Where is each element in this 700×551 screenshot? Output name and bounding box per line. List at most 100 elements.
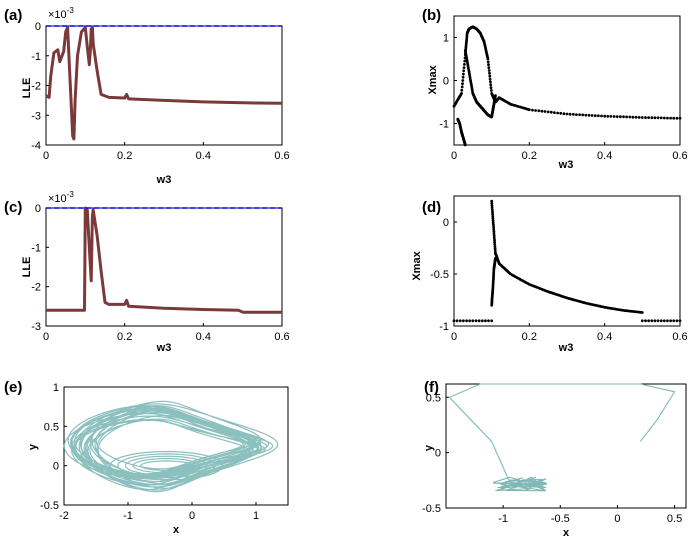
xlabel-c: w3 [156,342,172,354]
plot-area-b: 0 0.2 0.4 0.6 1 0 -1 [439,25,688,162]
xtick-label-a-1: 0.2 [117,150,132,162]
point-b [462,72,465,76]
point-d [659,319,663,323]
point-d [493,245,497,249]
ytick-label-a-2: -2 [31,81,41,93]
point-d [477,319,481,323]
ylabel-c: LLE [21,257,33,278]
point-d [491,221,495,225]
ytick-label-a-3: -3 [31,110,41,122]
ytick-label-c-0: 0 [35,203,41,215]
point-b [462,66,466,69]
ytick-label-b-2: -1 [439,119,449,131]
ytick-label-c-2: -2 [31,282,41,294]
xlabel-b: w3 [558,159,574,171]
point-b [486,60,490,64]
panel-label-b: (b) [422,7,441,24]
ytick-label-a-1: -1 [31,51,41,63]
point-b [672,116,676,120]
panel-d: (d) 0 0.2 0.4 0.6 0 -0.5 -1 w3 Xmax [411,195,688,354]
xtick-label-f-0: -1 [498,513,508,525]
point-d [493,247,497,251]
xtick-label-b-2: 0.4 [597,150,612,162]
point-d [490,204,494,207]
xtick-label-d-1: 0.2 [522,331,537,343]
point-d [494,257,497,260]
plot-frame-d [453,195,681,327]
series-b-2 [456,117,467,147]
series-a-0 [45,26,283,141]
point-d [490,199,494,203]
plot-area-e: -2 -1 0 1 1 0.5 0 -0.5 [40,382,279,522]
ytick-label-e-3: -0.5 [40,500,59,512]
series-d-1 [490,257,497,307]
xlabel-f: x [563,527,570,539]
point-b [587,113,591,117]
xtick-label-e-1: -1 [123,510,133,522]
point-b [489,83,493,87]
ylabel-e: y [27,443,39,450]
point-b [578,113,581,117]
point-d [468,319,472,323]
point-b [634,115,638,119]
point-b [556,111,559,115]
point-d [675,319,679,323]
xtick-label-d-0: 0 [451,331,457,343]
point-d [492,230,496,233]
xtick-label-e-3: 1 [253,510,259,522]
point-d [491,219,495,223]
point-d [458,319,462,323]
xtick-label-b-1: 0.2 [522,150,537,162]
point-d [474,319,478,323]
point-b [565,112,569,116]
xlabel-a: w3 [156,174,172,186]
point-b [662,116,666,120]
point-b [581,113,585,117]
panel-label-a: (a) [4,7,22,24]
point-d [653,319,657,323]
xtick-label-b-0: 0 [451,150,457,162]
panel-label-e: (e) [4,379,22,396]
xtick-label-f-2: 0 [614,513,620,525]
point-d [493,238,496,242]
point-b [487,66,491,69]
point-b [461,79,465,82]
point-b [631,115,635,119]
ylabel-a: LLE [21,78,33,99]
plot-frame-c [45,207,283,327]
point-b [640,116,644,119]
plot-area-a: 0 0.2 0.4 0.6 0 -1 -2 -3 -4 [31,21,289,162]
series-f-0 [448,383,676,492]
point-d [640,311,644,314]
panel-label-f: (f) [424,379,439,396]
series-d-3 [640,319,682,323]
series-e-0 [63,400,279,493]
point-b [461,75,465,79]
point-d [490,319,494,323]
series-d-0 [490,199,644,314]
ytick-label-c-3: -3 [31,321,41,333]
point-b [637,116,641,119]
point-d [492,223,495,227]
point-d [465,319,468,323]
plot-area-d: 0 0.2 0.4 0.6 0 -0.5 -1 [430,199,688,343]
point-d [480,319,484,323]
point-b [597,114,600,118]
ytick-label-a-0: 0 [35,21,41,33]
point-b [463,63,466,66]
xtick-label-a-0: 0 [43,150,49,162]
ytick-label-e-1: 0.5 [44,421,59,433]
panel-b: (b) 0 0.2 0.4 0.6 1 0 -1 w3 Xmax [422,7,688,171]
point-d [492,225,495,229]
xtick-label-f-1: -0.5 [551,513,570,525]
plot-area-c: 0 0.2 0.4 0.6 0 -1 -2 -3 [31,203,289,343]
point-d [452,319,456,323]
point-b [488,74,492,78]
ytick-label-e-0: 1 [53,382,59,394]
ytick-label-b-0: 1 [443,33,449,45]
ytick-label-d-1: -0.5 [430,269,449,281]
ytick-label-f-0: 0.5 [426,392,441,404]
xtick-label-a-2: 0.4 [196,150,211,162]
xtick-label-c-2: 0.4 [196,331,211,343]
